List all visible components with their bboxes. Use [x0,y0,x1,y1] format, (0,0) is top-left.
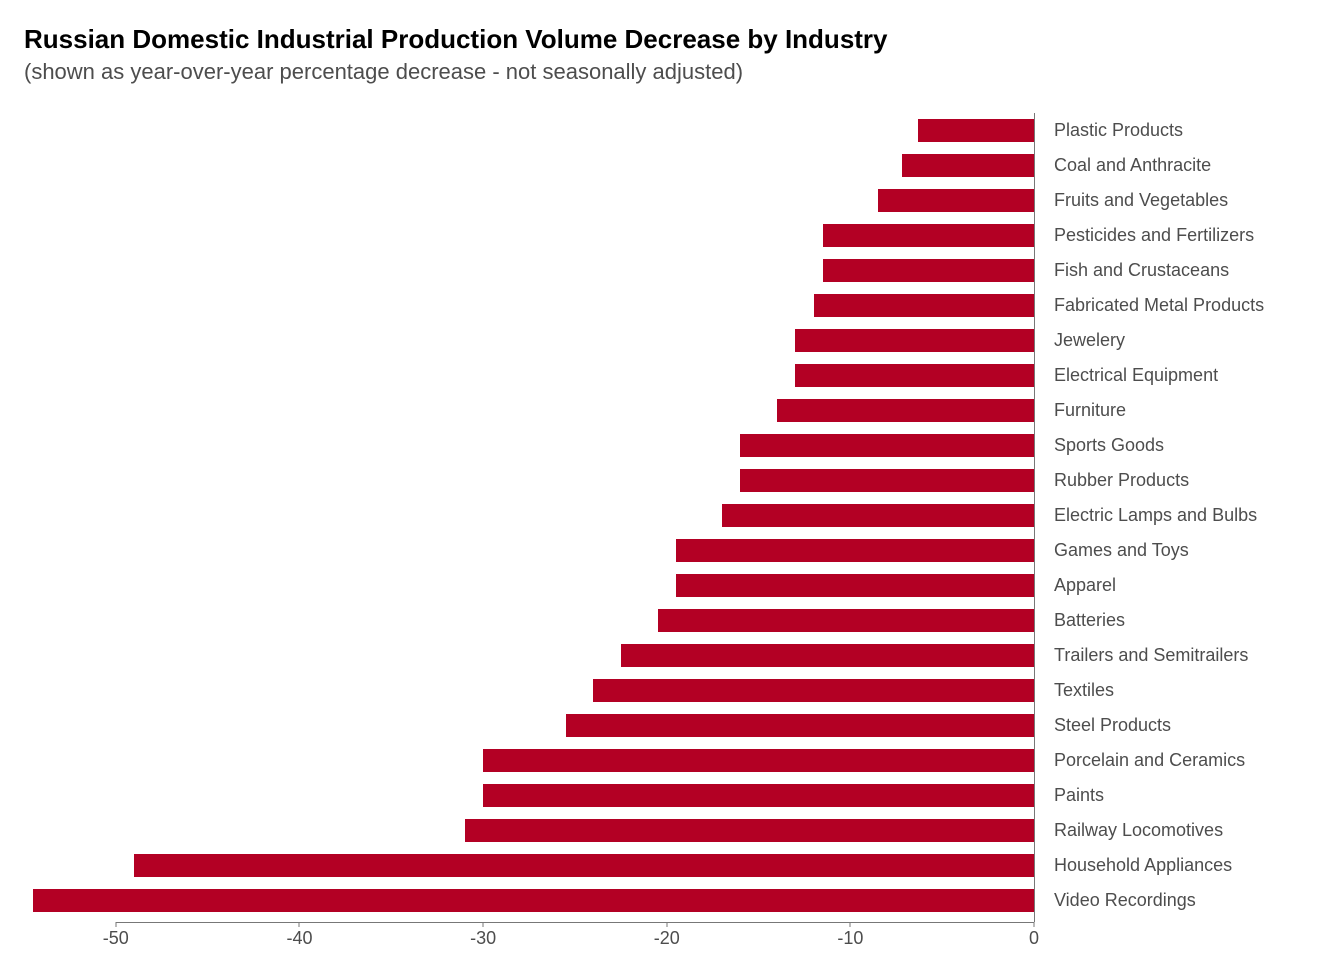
x-tick-mark [850,922,851,927]
chart-subtitle: (shown as year-over-year percentage decr… [24,59,1320,85]
bar [465,819,1034,842]
bar-label: Steel Products [1054,708,1171,743]
bar-label: Batteries [1054,603,1125,638]
bar [676,574,1034,597]
bar [593,679,1034,702]
x-tick-mark [299,922,300,927]
table-row: Fabricated Metal Products [24,288,1304,323]
bar [33,889,1034,912]
bar [823,259,1034,282]
bar-label: Railway Locomotives [1054,813,1223,848]
bar-label: Electrical Equipment [1054,358,1218,393]
table-row: Household Appliances [24,848,1304,883]
table-row: Porcelain and Ceramics [24,743,1304,778]
x-tick-label: -40 [286,928,312,949]
bar [918,119,1034,142]
bar [658,609,1034,632]
table-row: Rubber Products [24,463,1304,498]
bar-label: Coal and Anthracite [1054,148,1211,183]
table-row: Textiles [24,673,1304,708]
bar-label: Apparel [1054,568,1116,603]
x-tick-label: -30 [470,928,496,949]
bar-label: Fabricated Metal Products [1054,288,1264,323]
bar-label: Pesticides and Fertilizers [1054,218,1254,253]
bar-label: Jewelery [1054,323,1125,358]
bar [483,749,1034,772]
x-tick-label: -10 [837,928,863,949]
x-tick-mark [115,922,116,927]
x-tick-mark [483,922,484,927]
bar-label: Games and Toys [1054,533,1189,568]
bar [814,294,1034,317]
table-row: Paints [24,778,1304,813]
x-tick-label: -50 [103,928,129,949]
table-row: Jewelery [24,323,1304,358]
table-row: Trailers and Semitrailers [24,638,1304,673]
chart-title: Russian Domestic Industrial Production V… [24,24,1320,55]
table-row: Electric Lamps and Bulbs [24,498,1304,533]
table-row: Steel Products [24,708,1304,743]
table-row: Fruits and Vegetables [24,183,1304,218]
table-row: Plastic Products [24,113,1304,148]
x-tick-label: 0 [1029,928,1039,949]
bar-label: Fruits and Vegetables [1054,183,1228,218]
bar [823,224,1034,247]
bar-label: Porcelain and Ceramics [1054,743,1245,778]
bar-label: Trailers and Semitrailers [1054,638,1248,673]
x-tick-mark [1034,922,1035,927]
table-row: Furniture [24,393,1304,428]
table-row: Pesticides and Fertilizers [24,218,1304,253]
x-tick-label: -20 [654,928,680,949]
bar [134,854,1034,877]
table-row: Games and Toys [24,533,1304,568]
bar-label: Sports Goods [1054,428,1164,463]
bar [676,539,1034,562]
x-axis: -50 -40 -30 -20 -10 0 [24,922,1304,956]
bar-label: Video Recordings [1054,883,1196,918]
bar [722,504,1034,527]
bar-label: Plastic Products [1054,113,1183,148]
bar [566,714,1034,737]
x-tick-mark [666,922,667,927]
bar [621,644,1034,667]
table-row: Apparel [24,568,1304,603]
bar-label: Household Appliances [1054,848,1232,883]
bar [740,469,1034,492]
bar [777,399,1034,422]
table-row: Railway Locomotives [24,813,1304,848]
bar-label: Paints [1054,778,1104,813]
table-row: Electrical Equipment [24,358,1304,393]
table-row: Video Recordings [24,883,1304,918]
bar [902,154,1034,177]
bar [878,189,1034,212]
bar [795,364,1034,387]
plot-area: Plastic ProductsCoal and AnthraciteFruit… [24,113,1304,922]
chart-area: Plastic ProductsCoal and AnthraciteFruit… [24,113,1304,956]
bar-label: Fish and Crustaceans [1054,253,1229,288]
x-axis-line [116,922,1034,923]
bar [740,434,1034,457]
table-row: Batteries [24,603,1304,638]
table-row: Fish and Crustaceans [24,253,1304,288]
table-row: Coal and Anthracite [24,148,1304,183]
bar [483,784,1034,807]
bar-label: Rubber Products [1054,463,1189,498]
table-row: Sports Goods [24,428,1304,463]
bar-label: Electric Lamps and Bulbs [1054,498,1257,533]
bar-label: Furniture [1054,393,1126,428]
bar [795,329,1034,352]
bar-label: Textiles [1054,673,1114,708]
